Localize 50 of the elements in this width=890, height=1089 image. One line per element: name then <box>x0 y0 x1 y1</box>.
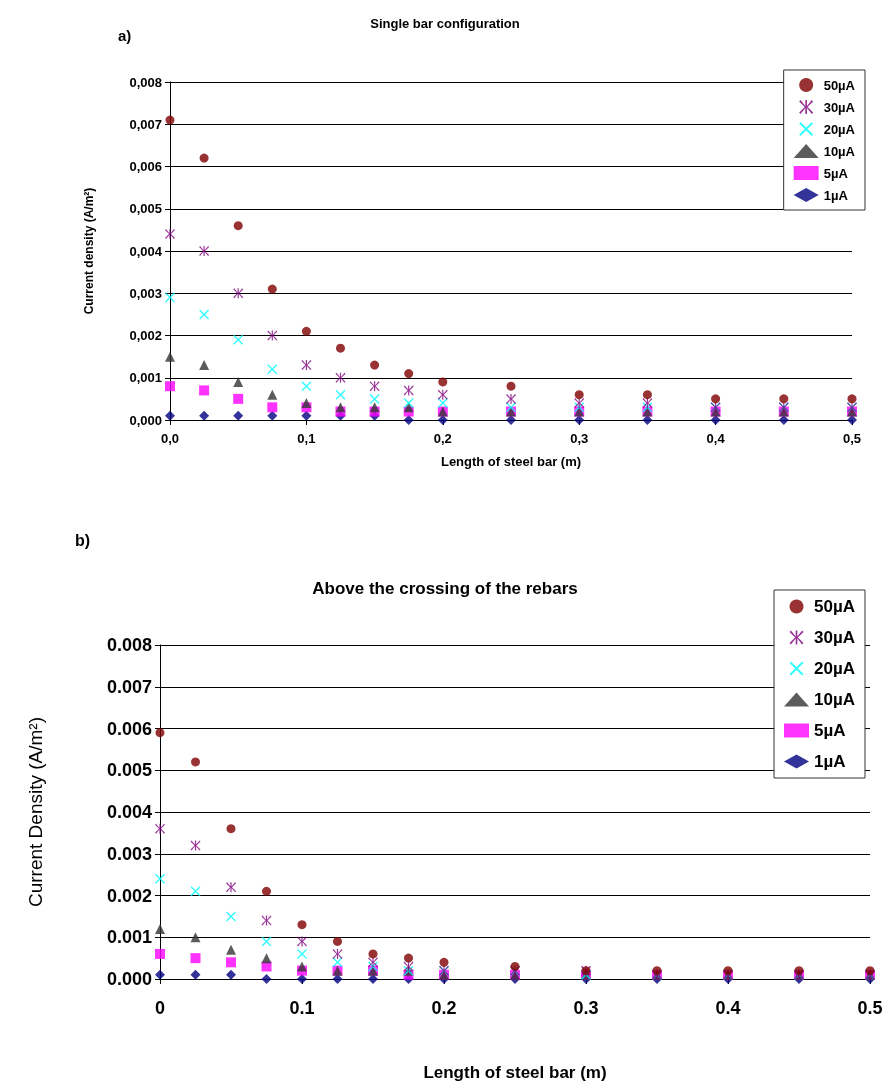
legend-label: 5µA <box>823 165 849 181</box>
y-tick-label: 0,005 <box>129 201 162 217</box>
y-tick-label: 0.008 <box>106 635 152 655</box>
legend-label: 20µA <box>814 659 855 678</box>
x-axis-title: Length of steel bar (m) <box>423 1063 607 1082</box>
x-tick-label: 0.1 <box>289 998 315 1018</box>
chart-title: Above the crossing of the rebars <box>312 579 578 598</box>
x-tick-label: 0,1 <box>297 431 316 446</box>
y-tick-label: 0.003 <box>106 843 152 864</box>
legend-label: 30µA <box>823 99 856 115</box>
legend-label: 5µA <box>814 721 846 740</box>
y-tick-label: 0.007 <box>106 676 152 697</box>
legend-label: 10µA <box>814 690 855 709</box>
y-tick-label: 0,002 <box>129 328 162 343</box>
y-axis-title: Current Density (A/m²) <box>25 716 46 908</box>
y-tick-label: 0,004 <box>129 243 163 259</box>
y-tick-label: 0.001 <box>106 927 152 948</box>
y-tick-label: 0.005 <box>106 760 152 781</box>
y-tick-label: 0.004 <box>106 802 152 822</box>
x-tick-label: 0,3 <box>570 431 589 446</box>
x-tick-label: 0,2 <box>433 431 452 446</box>
legend-label: 1µA <box>823 187 849 203</box>
x-tick-label: 0,5 <box>842 431 862 446</box>
y-axis-title: Current density (A/m²) <box>82 187 96 315</box>
y-tick-label: 0,001 <box>129 370 162 386</box>
x-axis-title: Length of steel bar (m) <box>440 454 582 469</box>
legend-label: 50µA <box>814 597 855 616</box>
y-tick-label: 0,000 <box>129 412 162 428</box>
chart-title: Single bar configuration <box>370 16 520 31</box>
y-tick-label: 0,003 <box>129 285 162 301</box>
x-tick-label: 0.2 <box>431 998 457 1018</box>
x-tick-label: 0,0 <box>160 431 180 446</box>
y-tick-label: 0.006 <box>106 718 152 739</box>
y-tick-label: 0.002 <box>106 885 152 906</box>
x-tick-label: 0,4 <box>706 431 726 446</box>
x-tick-label: 0 <box>154 998 166 1018</box>
legend-label: 10µA <box>823 143 856 159</box>
legend-label: 20µA <box>823 121 856 137</box>
y-tick-label: 0,006 <box>129 159 162 174</box>
legend-label: 50µA <box>823 77 856 93</box>
y-tick-label: 0.000 <box>106 969 152 989</box>
y-tick-label: 0,007 <box>129 116 162 132</box>
legend-label: 1µA <box>814 752 846 771</box>
legend-label: 30µA <box>814 628 855 647</box>
x-tick-label: 0.3 <box>573 998 599 1018</box>
x-tick-label: 0.5 <box>857 998 883 1018</box>
text: a) <box>118 27 132 44</box>
text: b) <box>75 531 91 549</box>
x-tick-label: 0.4 <box>715 998 741 1018</box>
y-tick-label: 0,008 <box>129 74 162 90</box>
